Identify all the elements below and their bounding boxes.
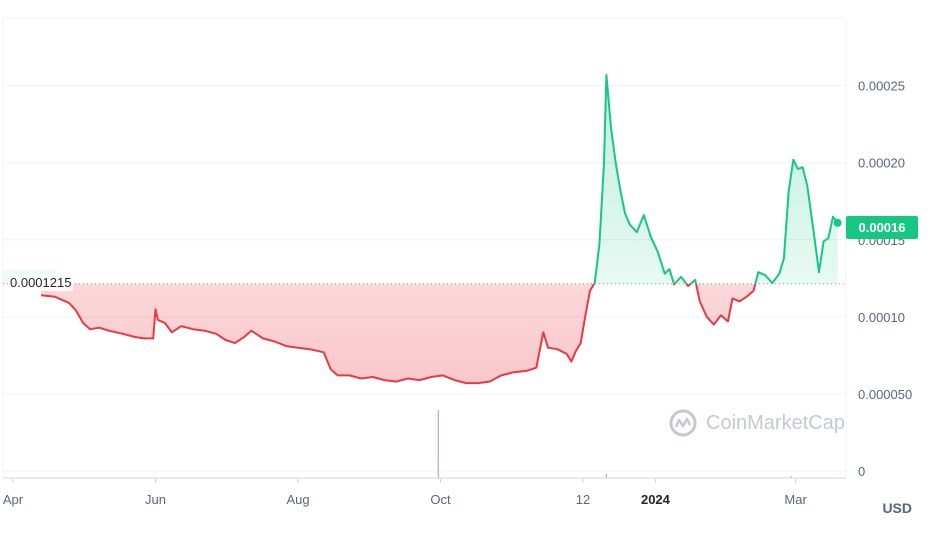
x-tick-label: Mar [784,492,807,507]
price-area [3,74,838,384]
area-above-reference [41,74,838,284]
volume-bar [790,475,792,478]
x-tick-label: Aug [286,492,309,507]
reference-price-label: 0.0001215 [8,274,74,291]
y-tick-label: 0.00020 [858,156,905,171]
x-tick-label: Jun [145,492,166,507]
y-tick-label: 0.00010 [858,310,905,325]
area-below-reference [41,283,756,384]
volume-bar [437,410,439,478]
coinmarketcap-watermark: CoinMarketCap [668,406,845,440]
y-tick-label: 0.00025 [858,79,905,94]
coinmarketcap-logo-icon [669,409,697,437]
current-price-tag: 0.00016 [846,216,918,239]
price-line [40,73,839,385]
volume-bar [605,473,608,478]
y-tick-label: 0 [858,464,865,479]
currency-label: USD [882,500,912,516]
watermark-text: CoinMarketCap [706,411,845,434]
volume-bars [437,410,792,478]
y-tick-label: 0.000050 [858,387,912,402]
x-tick-label: 2024 [641,492,671,507]
current-price-dot [833,218,842,227]
x-tick-label: Oct [430,492,451,507]
x-tick-label: Apr [3,492,24,507]
x-axis: Apr Jun Aug Oct 12 2024 Mar [3,477,846,507]
price-line-down [40,283,773,385]
x-tick-label: 12 [576,492,590,507]
